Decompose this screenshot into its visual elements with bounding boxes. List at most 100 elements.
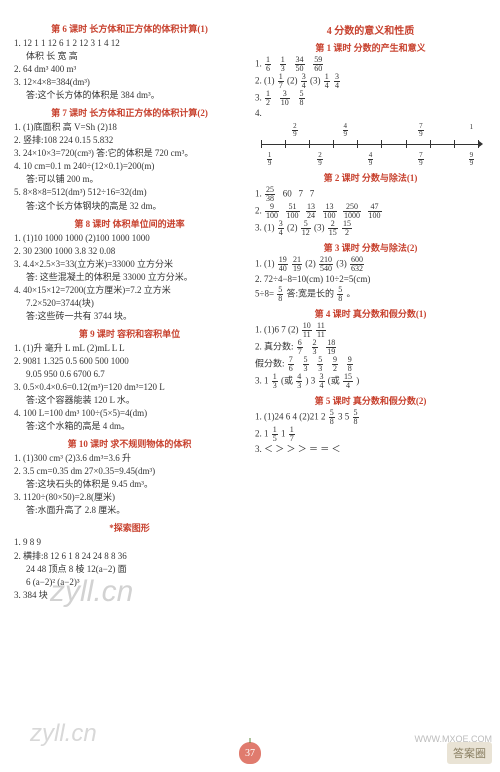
r5-p1: 1. (1)24 6 4 (2)21 2 58 3 5 58 bbox=[255, 409, 486, 426]
tick bbox=[261, 140, 262, 148]
lx-p1: 1. 9 8 9 bbox=[14, 536, 245, 549]
frac: 1324 bbox=[306, 203, 316, 220]
l8-p4a: 答:这些砖一共有 3744 块。 bbox=[14, 310, 245, 323]
txt: (2) bbox=[287, 223, 298, 233]
txt: 1. (1)24 6 4 (2)21 2 bbox=[255, 412, 328, 422]
txt: (2) bbox=[287, 76, 298, 86]
l8-p3: 3. 4.4×2.5×3=33(立方米)=33000 立方分米 bbox=[14, 258, 245, 271]
frac: 51100 bbox=[286, 203, 300, 220]
txt: 2. 真分数: bbox=[255, 342, 296, 352]
r1-title: 第 1 课时 分数的产生和意义 bbox=[255, 41, 486, 54]
txt: (3) bbox=[310, 76, 321, 86]
l6-p3: 3. 12×4×8=384(dm³) bbox=[14, 76, 245, 89]
r1-p2-pre: 2. (1) bbox=[255, 76, 275, 86]
lesson9-title: 第 9 课时 容积和容积单位 bbox=[14, 327, 245, 340]
l9-p1: 1. (1)升 毫升 L mL (2)mL L L bbox=[14, 342, 245, 355]
lesson10-title: 第 10 课时 求不规则物体的体积 bbox=[14, 437, 245, 450]
frac: 210540 bbox=[319, 256, 333, 273]
txt: 7 bbox=[310, 189, 315, 199]
frac: 1940 bbox=[278, 256, 288, 273]
page-wrap: 第 6 课时 长方体和正方体的体积计算(1) 1. 12 1 1 12 6 1 … bbox=[0, 0, 500, 632]
l7-p5a: 答:这个长方体钢块的高是 32 dm。 bbox=[14, 200, 245, 213]
l8-p2: 2. 30 2300 1000 3.8 32 0.08 bbox=[14, 245, 245, 258]
lessonx-title: *探索图形 bbox=[14, 521, 245, 534]
r4-p3: 3. 1 13 (或 43 ) 3 34 (或 154 ) bbox=[255, 373, 486, 390]
r1-p3: 3. 12 310 58 bbox=[255, 90, 486, 107]
l8-p4: 4. 40×15×12=7200(立方厘米)=7.2 立方米 bbox=[14, 284, 245, 297]
txt: 2. 1 bbox=[255, 429, 271, 439]
l9-p3a: 答:这个容器能装 120 L 水。 bbox=[14, 394, 245, 407]
r3-p1: 1. (1) 1940 2119 (2) 210540 (3) 600632 bbox=[255, 256, 486, 273]
left-column: 第 6 课时 长方体和正方体的体积计算(1) 1. 12 1 1 12 6 1 … bbox=[14, 18, 245, 602]
txt: 3. 1 bbox=[255, 376, 271, 386]
txt: (或 bbox=[328, 376, 340, 386]
txt: 1. (1)6 7 (2) bbox=[255, 325, 299, 335]
tick bbox=[357, 140, 358, 148]
numline-top: 2949791 bbox=[255, 123, 486, 138]
l10-p2: 2. 3.5 cm=0.35 dm 27×0.35=9.45(dm³) bbox=[14, 465, 245, 478]
numline-bottom: 1929497999 bbox=[255, 152, 486, 167]
frac: 53 bbox=[303, 356, 309, 373]
frac: 58 bbox=[353, 409, 359, 426]
right-column: 4 分数的意义和性质 第 1 课时 分数的产生和意义 1. 16 13 3450… bbox=[255, 18, 486, 602]
l9-p2b: 9.05 950 0.6 6700 6.7 bbox=[14, 368, 245, 381]
r3-p1-pre: 1. (1) bbox=[255, 259, 275, 269]
txt: 3 5 bbox=[338, 412, 352, 422]
lesson8-title: 第 8 课时 体积单位间的进率 bbox=[14, 217, 245, 230]
frac: 310 bbox=[280, 90, 290, 107]
txt: (3) bbox=[336, 259, 347, 269]
tick bbox=[333, 140, 334, 148]
r2-title: 第 2 课时 分数与除法(1) bbox=[255, 171, 486, 184]
frac: 34 bbox=[278, 220, 284, 237]
frac: 600632 bbox=[350, 256, 364, 273]
frac: 13 bbox=[280, 56, 286, 73]
l7-p4a: 答:可以铺 200 m。 bbox=[14, 173, 245, 186]
frac: 2538 bbox=[265, 186, 275, 203]
frac: 53 bbox=[317, 356, 323, 373]
l10-p2a: 答:这块石头的体积是 9.45 dm³。 bbox=[14, 478, 245, 491]
lx-p2c: 6 (a−2)² (a−2)³ bbox=[14, 576, 245, 589]
l10-p3a: 答:水面升高了 2.8 厘米。 bbox=[14, 504, 245, 517]
txt: 60 bbox=[283, 189, 292, 199]
txt: ) 3 bbox=[306, 376, 318, 386]
frac: 512 bbox=[301, 220, 311, 237]
frac: 215 bbox=[328, 220, 338, 237]
r4-p2: 2. 真分数: 67 23 1819 bbox=[255, 339, 486, 356]
frac: 13 bbox=[272, 373, 278, 390]
txt: 7 bbox=[299, 189, 304, 199]
frac: 43 bbox=[296, 373, 302, 390]
frac: 34 bbox=[301, 73, 307, 90]
frac: 3450 bbox=[295, 56, 305, 73]
lx-p3: 3. 384 块 bbox=[14, 589, 245, 602]
frac: 23 bbox=[312, 339, 318, 356]
l7-p2: 2. 竖排:108 224 0.15 5.832 bbox=[14, 134, 245, 147]
frac: 1111 bbox=[316, 322, 326, 339]
l6-p1b: 体积 长 宽 高 bbox=[14, 50, 245, 63]
frac: 152 bbox=[342, 220, 352, 237]
l7-p3: 3. 24×10×3=720(cm³) 答:它的体积是 720 cm³。 bbox=[14, 147, 245, 160]
arrow-icon bbox=[479, 141, 483, 147]
l6-p3a: 答:这个长方体的体积是 384 dm³。 bbox=[14, 89, 245, 102]
tick bbox=[309, 140, 310, 148]
frac: 58 bbox=[337, 286, 343, 303]
l8-p1: 1. (1)10 1000 1000 (2)100 1000 1000 bbox=[14, 232, 245, 245]
r1-p1-pre: 1. bbox=[255, 59, 264, 69]
r2-p2-pre: 2. bbox=[255, 206, 264, 216]
frac: 2119 bbox=[292, 256, 302, 273]
l9-p4: 4. 100 L=100 dm³ 100÷(5×5)=4(dm) bbox=[14, 407, 245, 420]
lesson7-title: 第 7 课时 长方体和正方体的体积计算(2) bbox=[14, 106, 245, 119]
r2-p1: 1. 2538 60 7 7 bbox=[255, 186, 486, 203]
l9-p2: 2. 9081 1.325 0.5 600 500 1000 bbox=[14, 355, 245, 368]
frac: 17 bbox=[278, 73, 284, 90]
tick bbox=[285, 140, 286, 148]
txt: 答:宽是长的 bbox=[287, 289, 335, 299]
frac: 13100 bbox=[323, 203, 337, 220]
frac: 34 bbox=[319, 373, 325, 390]
txt: ) bbox=[356, 376, 359, 386]
r5-title: 第 5 课时 真分数和假分数(2) bbox=[255, 394, 486, 407]
r4-p1: 1. (1)6 7 (2) 1011 1111 bbox=[255, 322, 486, 339]
l8-p4b: 7.2×520=3744(块) bbox=[14, 297, 245, 310]
r5-p3: 3. ＜ ＞ ＞ ＞ ＝ ＝ ＜ bbox=[255, 443, 486, 456]
tick bbox=[406, 140, 407, 148]
l6-p1: 1. 12 1 1 12 6 1 2 12 3 1 4 12 bbox=[14, 37, 245, 50]
